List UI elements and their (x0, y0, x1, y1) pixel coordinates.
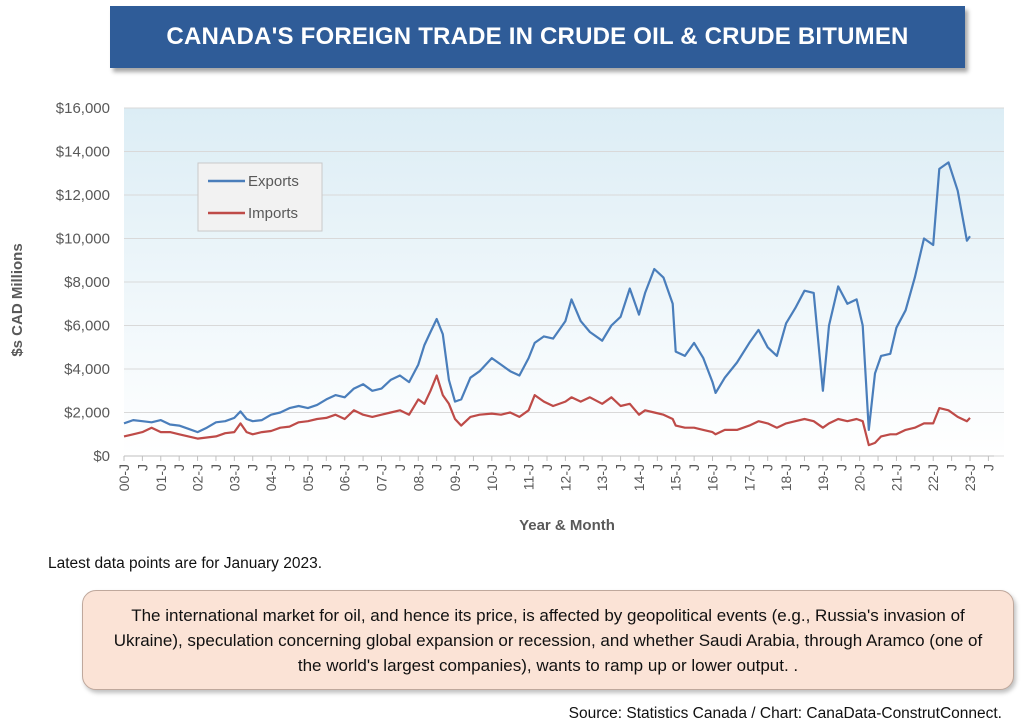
x-tick-label: 07-J (373, 464, 389, 491)
x-tick-label: 16-J (705, 464, 721, 491)
x-tick-label: 18-J (778, 464, 794, 491)
x-tick-label: 14-J (631, 464, 647, 491)
y-tick-label: $6,000 (64, 318, 110, 335)
x-tick-label-mid: J (723, 464, 739, 471)
y-tick-label: $0 (93, 448, 110, 465)
x-tick-label-mid: J (833, 464, 849, 471)
x-axis-ticks: 00-J J 01-J J 02-J J 03-J J 04-J J 05-J J 06-J J 07-J J… (116, 455, 996, 491)
x-tick-label-mid: J (870, 464, 886, 471)
x-tick-label-mid: J (245, 464, 261, 471)
y-tick-label: $12,000 (56, 187, 110, 204)
x-tick-label: 20-J (852, 464, 868, 491)
line-chart: $0 $2,000 $4,000 $6,000 $8,000 $10,000 $12,000… (9, 100, 1004, 534)
x-tick-label: 03-J (226, 464, 242, 491)
y-tick-label: $8,000 (64, 274, 110, 291)
y-tick-label: $16,000 (56, 100, 110, 117)
series-line-exports (123, 161, 971, 434)
chart-title: CANADA'S FOREIGN TRADE IN CRUDE OIL & CR… (166, 23, 909, 50)
x-tick-label: 04-J (263, 464, 279, 491)
x-tick-label-mid: J (944, 464, 960, 471)
x-tick-label-mid: J (539, 464, 555, 471)
x-tick-label: 10-J (484, 464, 500, 491)
x-tick-label: 15-J (668, 464, 684, 491)
y-tick-label: $4,000 (64, 361, 110, 378)
y-tick-label: $10,000 (56, 231, 110, 248)
x-tick-label-mid: J (760, 464, 776, 471)
x-tick-label: 01-J (153, 464, 169, 491)
x-tick-label-mid: J (282, 464, 298, 471)
legend-label-imports: Imports (248, 205, 298, 222)
x-tick-label-mid: J (429, 464, 445, 471)
x-tick-label: 17-J (741, 464, 757, 491)
x-tick-label-mid: J (502, 464, 518, 471)
y-tick-label: $2,000 (64, 405, 110, 422)
y-axis-label: $s CAD Millions (9, 243, 26, 356)
x-tick-label-mid: J (613, 464, 629, 471)
x-tick-label-mid: J (318, 464, 334, 471)
x-tick-label: 09-J (447, 464, 463, 491)
series-line-imports (123, 374, 971, 447)
legend-label-exports: Exports (248, 173, 299, 190)
x-tick-label: 00-J (116, 464, 132, 491)
x-axis-label: Year & Month (519, 517, 615, 534)
x-tick-label-mid: J (796, 464, 812, 471)
x-tick-label-mid: J (171, 464, 187, 471)
x-tick-label-mid: J (134, 464, 150, 471)
x-tick-label: 05-J (300, 464, 316, 491)
y-tick-label: $14,000 (56, 144, 110, 161)
legend-box (197, 162, 323, 232)
x-tick-label: 12-J (557, 464, 573, 491)
x-tick-label-mid: J (649, 464, 665, 471)
x-tick-label: 13-J (594, 464, 610, 491)
x-tick-label-mid: J (576, 464, 592, 471)
x-tick-label-mid: J (980, 464, 996, 471)
series-lines (123, 161, 971, 447)
x-tick-label-mid: J (208, 464, 224, 471)
legend: Exports Imports (197, 162, 323, 232)
source-credit: Source: Statistics Canada / Chart: CanaD… (568, 705, 1002, 722)
x-tick-label: 19-J (815, 464, 831, 491)
y-axis-ticks: $0 $2,000 $4,000 $6,000 $8,000 $10,000 $12,000… (56, 100, 110, 465)
x-tick-label: 02-J (190, 464, 206, 491)
x-tick-label-mid: J (907, 464, 923, 471)
data-note: Latest data points are for January 2023. (48, 555, 323, 572)
commentary-callout: The international market for oil, and he… (82, 590, 1014, 690)
x-tick-label: 21-J (888, 464, 904, 491)
x-tick-label: 08-J (410, 464, 426, 491)
chart-title-banner: CANADA'S FOREIGN TRADE IN CRUDE OIL & CR… (110, 6, 965, 68)
x-tick-label: 06-J (337, 464, 353, 491)
x-tick-label-mid: J (686, 464, 702, 471)
x-tick-label-mid: J (392, 464, 408, 471)
x-tick-label-mid: J (355, 464, 371, 471)
x-tick-label-mid: J (465, 464, 481, 471)
x-tick-label: 11-J (521, 464, 537, 490)
x-tick-label: 22-J (925, 464, 941, 491)
x-tick-label: 23-J (962, 464, 978, 491)
